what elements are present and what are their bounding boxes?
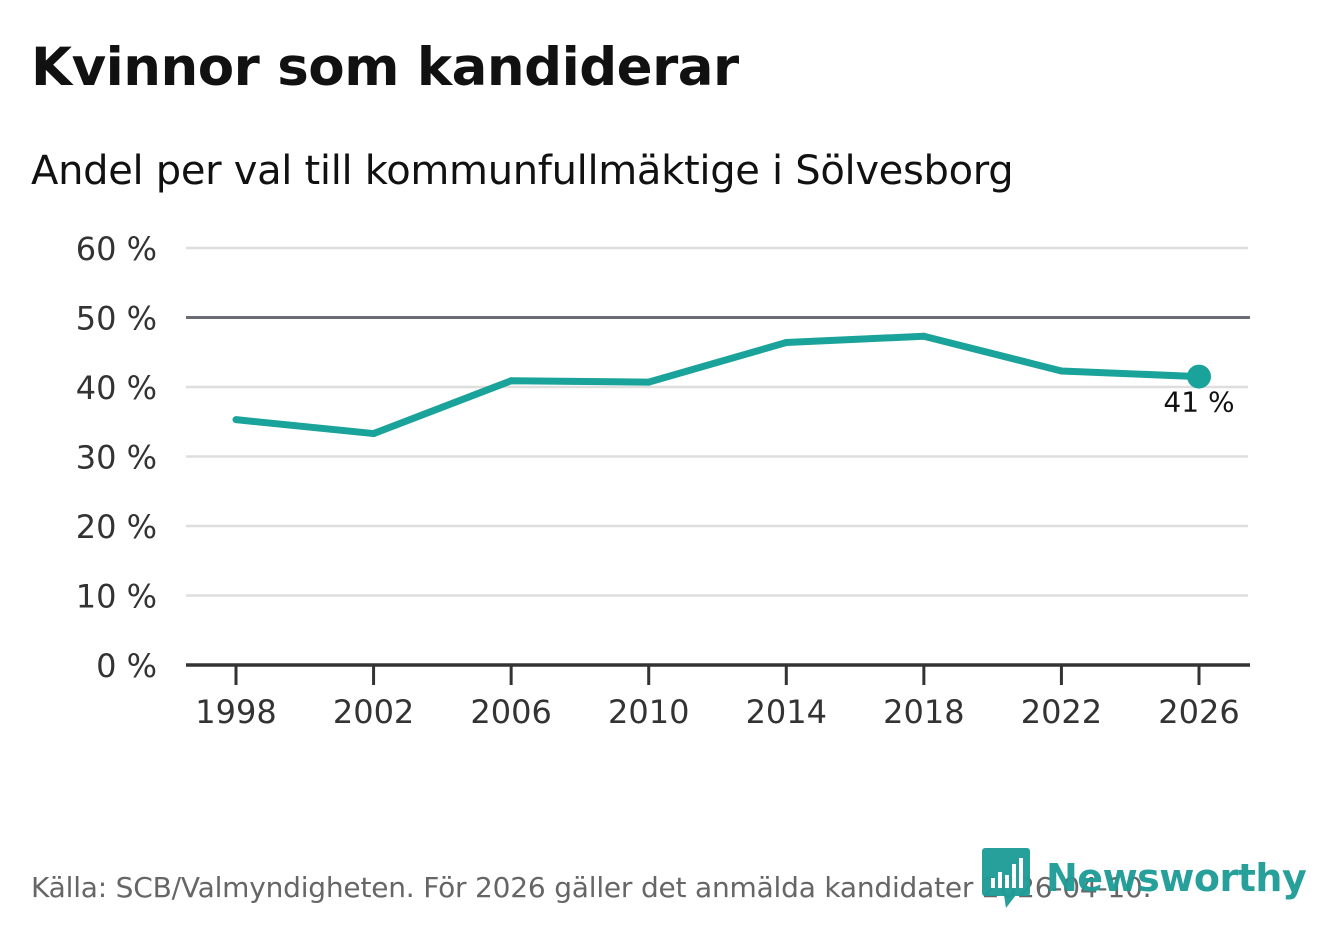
x-tick-label: 2014 <box>746 693 827 731</box>
y-tick-label: 10 % <box>76 578 157 616</box>
x-tick-label: 2002 <box>333 693 414 731</box>
x-tick-label: 2018 <box>883 693 964 731</box>
end-point-marker <box>1187 364 1211 389</box>
y-tick-label: 60 % <box>76 230 157 268</box>
data-labels: 41 % <box>1163 386 1234 419</box>
data-point <box>1057 367 1065 375</box>
y-tick-label: 30 % <box>76 439 157 477</box>
x-tick-label: 2022 <box>1021 693 1102 731</box>
x-tick-label: 2026 <box>1158 693 1239 731</box>
data-point <box>782 339 790 347</box>
y-tick-label: 20 % <box>76 508 157 546</box>
x-tick-label: 2006 <box>470 693 551 731</box>
data-point <box>920 332 928 340</box>
brand-logo: Newsworthy <box>982 848 1307 908</box>
series <box>232 332 1211 438</box>
x-tick-label: 1998 <box>195 693 276 731</box>
data-point <box>370 430 378 438</box>
line-chart: 0 % 10 % 20 % 30 % 40 % 50 % 60 % 1998 2002 2006… <box>76 230 1250 731</box>
x-axis: 1998 2002 2006 2010 2014 2018 2022 2026 <box>186 663 1250 731</box>
series-line <box>235 332 1200 438</box>
grid-lines <box>186 246 1250 597</box>
source-note: Källa: SCB/Valmyndigheten. För 2026 gäll… <box>31 871 1152 904</box>
data-point <box>645 378 653 386</box>
data-point <box>507 377 515 385</box>
chart-subtitle: Andel per val till kommunfullmäktige i S… <box>31 148 1014 194</box>
y-tick-label: 0 % <box>96 647 157 685</box>
end-value-label: 41 % <box>1163 386 1234 419</box>
y-axis: 0 % 10 % 20 % 30 % 40 % 50 % 60 % <box>76 230 157 685</box>
x-tick-label: 2010 <box>608 693 689 731</box>
chart-title: Kvinnor som kandiderar <box>31 37 739 98</box>
data-point <box>232 416 240 424</box>
brand-name: Newsworthy <box>1046 856 1307 900</box>
newsworthy-chart-icon <box>982 848 1030 908</box>
y-tick-label: 40 % <box>76 369 157 407</box>
y-tick-label: 50 % <box>76 300 157 338</box>
